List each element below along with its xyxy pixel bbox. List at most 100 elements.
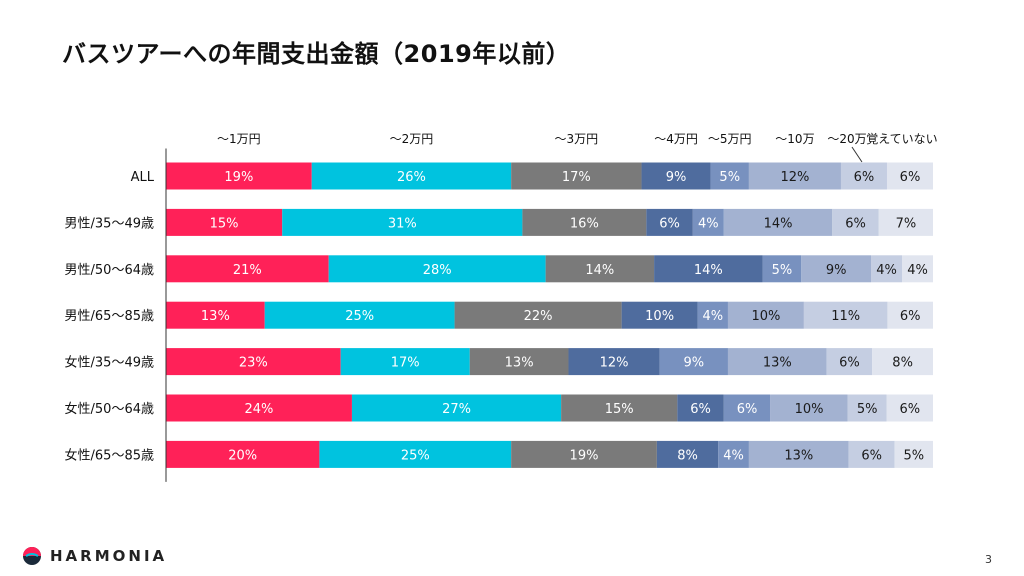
logo-text: HARMONIA [50, 547, 168, 565]
bar-segment [697, 301, 728, 329]
bar-value-label: 6% [845, 216, 866, 231]
bar-value-label: 9% [683, 356, 704, 371]
bar-value-label: 10% [795, 402, 824, 417]
legend-label: ～4万円 [654, 132, 698, 146]
bar-segment [748, 440, 849, 468]
bar-segment [847, 394, 887, 422]
bar-value-label: 6% [839, 356, 860, 371]
bar-value-label: 17% [562, 170, 591, 185]
bar-segment [723, 208, 833, 236]
bar-segment [282, 208, 523, 236]
bar-value-label: 6% [900, 170, 921, 185]
bar-segment [166, 440, 320, 468]
bar-value-label: 13% [201, 309, 230, 324]
bar-segment [454, 301, 622, 329]
category-label: 女性/65～85歳 [65, 447, 154, 463]
bar-segment [166, 301, 265, 329]
bar-segment [692, 208, 724, 236]
bar-value-label: 10% [645, 309, 674, 324]
bar-value-label: 22% [524, 309, 553, 324]
bar-segment [659, 348, 728, 376]
bar-value-label: 6% [900, 309, 921, 324]
legend-label: ～3万円 [555, 132, 599, 146]
bar-segment [727, 348, 827, 376]
bar-segment [656, 440, 719, 468]
bar-value-label: 6% [861, 448, 882, 463]
bar-segment [522, 208, 647, 236]
bar-value-label: 31% [388, 216, 417, 231]
bar-value-label: 5% [904, 448, 925, 463]
bar-value-label: 9% [666, 170, 687, 185]
bar-value-label: 5% [719, 170, 740, 185]
bar-segment [166, 348, 341, 376]
bar-segment [166, 394, 352, 422]
bar-segment [328, 255, 546, 283]
bar-value-label: 13% [784, 448, 813, 463]
bar-segment [677, 394, 724, 422]
bar-value-label: 27% [442, 402, 471, 417]
legend-label: ～20万 [827, 132, 866, 146]
bar-value-label: 4% [702, 309, 723, 324]
bar-value-label: 6% [899, 402, 920, 417]
bar-segment [340, 348, 470, 376]
legend-label: ～5万円 [708, 132, 752, 146]
bar-segment [311, 162, 512, 190]
page-title: バスツアーへの年間支出金額（2019年以前） [62, 40, 571, 68]
bar-value-label: 28% [423, 263, 452, 278]
bar-value-label: 12% [600, 356, 629, 371]
bar-segment [887, 301, 933, 329]
bar-value-label: 16% [570, 216, 599, 231]
category-label: 女性/35～49歳 [65, 355, 154, 371]
bar-segment [166, 255, 329, 283]
harmonia-logo-icon [23, 547, 41, 565]
bar-segment [654, 255, 763, 283]
bar-segment [803, 301, 888, 329]
bar-segment [848, 440, 895, 468]
legend-label: ～2万円 [390, 132, 434, 146]
bar-value-label: 10% [751, 309, 780, 324]
bar-value-label: 14% [585, 263, 614, 278]
bar-segment [871, 255, 903, 283]
bar-segment [826, 348, 873, 376]
bar-segment [723, 394, 771, 422]
bar-segment [264, 301, 455, 329]
bar-value-label: 8% [892, 356, 913, 371]
bar-segment [718, 440, 749, 468]
category-label: 男性/35～49歳 [65, 216, 154, 231]
bar-value-label: 25% [401, 448, 430, 463]
bar-value-label: 9% [826, 263, 847, 278]
bar-segment [886, 162, 933, 190]
bar-segment [511, 440, 657, 468]
bar-value-label: 5% [772, 263, 793, 278]
bar-value-label: 26% [397, 170, 426, 185]
bar-segment [646, 208, 693, 236]
bar-segment [840, 162, 887, 190]
bar-segment [319, 440, 512, 468]
bar-segment [770, 394, 848, 422]
category-label: 男性/50～64歳 [65, 263, 154, 278]
bar-segment [166, 208, 283, 236]
bar-segment [166, 162, 312, 190]
bar-value-label: 19% [224, 170, 253, 185]
bar-segment [469, 348, 569, 376]
bar-segment [748, 162, 841, 190]
bar-value-label: 11% [831, 309, 860, 324]
bar-segment [886, 394, 933, 422]
bar-value-label: 13% [505, 356, 534, 371]
bar-value-label: 5% [857, 402, 878, 417]
bar-value-label: 13% [763, 356, 792, 371]
page-number: 3 [985, 553, 992, 566]
bar-segment [568, 348, 660, 376]
harmonia-logo: HARMONIA [22, 546, 167, 566]
bar-segment [878, 208, 933, 236]
bar-value-label: 17% [391, 356, 420, 371]
bar-value-label: 19% [570, 448, 599, 463]
bar-value-label: 4% [698, 216, 719, 231]
bar-segment [727, 301, 804, 329]
bar-value-label: 15% [605, 402, 634, 417]
bar-value-label: 6% [690, 402, 711, 417]
bar-value-label: 15% [210, 216, 239, 231]
bar-value-label: 4% [723, 448, 744, 463]
bar-value-label: 25% [345, 309, 374, 324]
